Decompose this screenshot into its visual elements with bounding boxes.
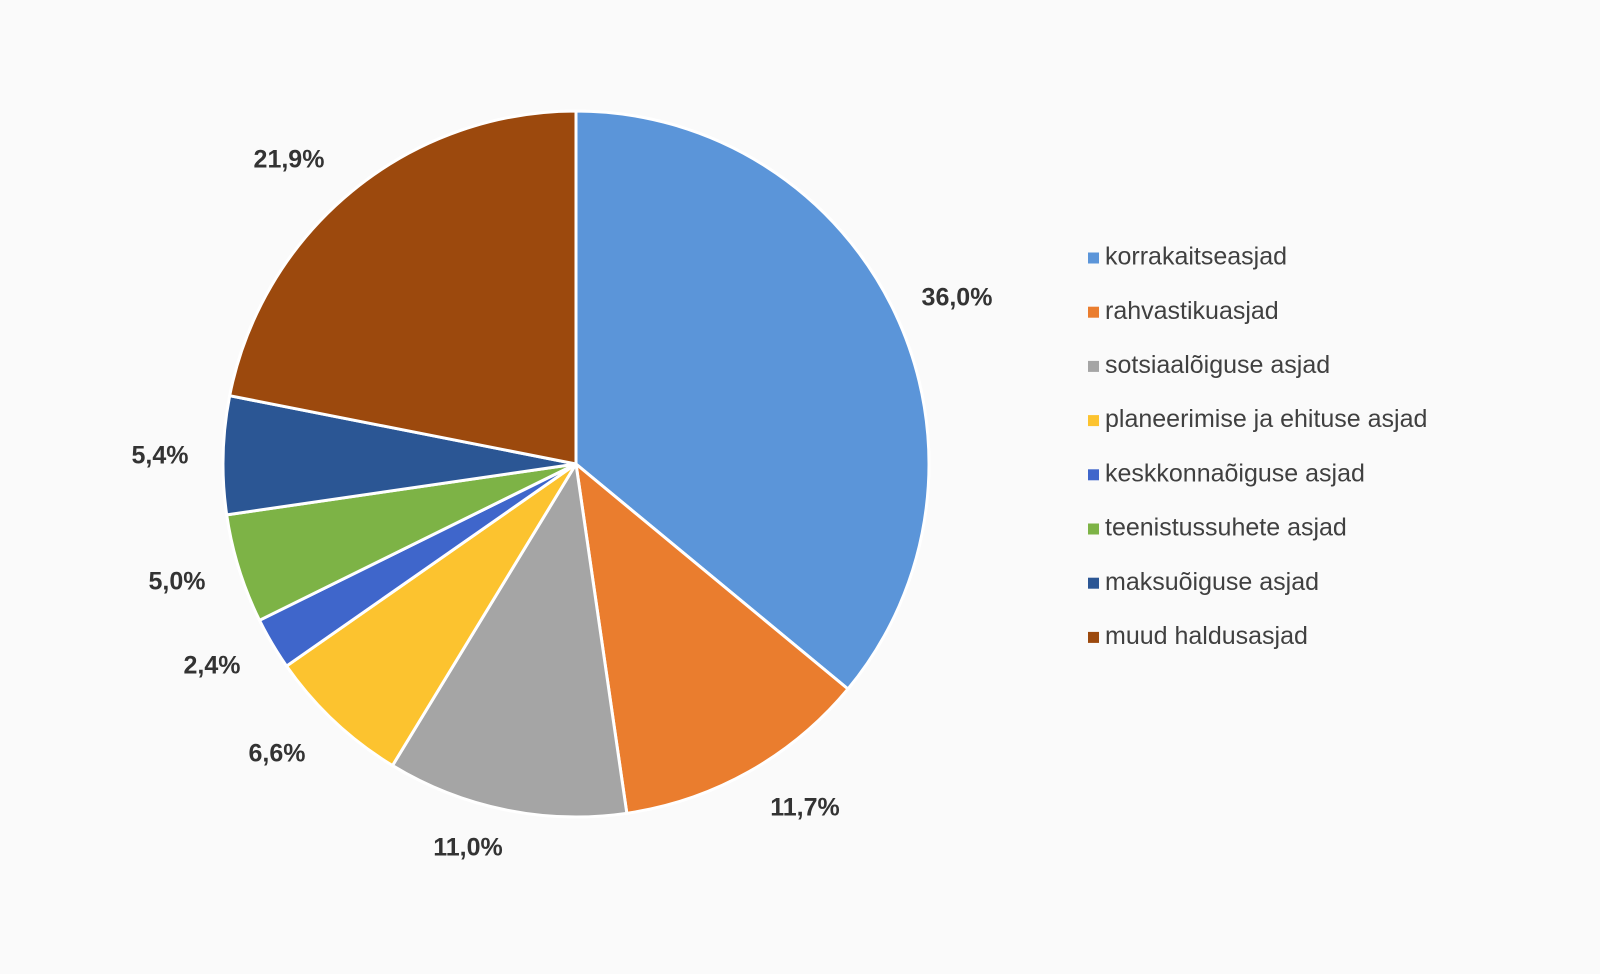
legend-swatch-4: [1088, 415, 1099, 427]
data-label-8: 21,9%: [254, 146, 325, 174]
data-labels: 36,0% 11,7% 11,0% 6,6% 2,4% 5,0% 5,4% 21,9%: [132, 146, 993, 862]
legend-label-4: planeerimise ja ehituse asjad: [1105, 405, 1427, 433]
legend-swatch-5: [1088, 469, 1099, 481]
legend-label-2: rahvastikuasjad: [1105, 297, 1279, 325]
data-label-1: 36,0%: [922, 284, 993, 312]
data-label-6: 5,0%: [149, 568, 206, 596]
legend-label-7: maksuõiguse asjad: [1105, 568, 1319, 596]
legend-label-6: teenistussuhete asjad: [1105, 514, 1347, 542]
data-label-7: 5,4%: [132, 442, 189, 470]
legend-swatch-8: [1088, 631, 1099, 643]
data-label-4: 6,6%: [249, 740, 306, 768]
data-label-5: 2,4%: [184, 652, 241, 680]
pie-slice-3: [391, 462, 629, 819]
legend-label-1: korrakaitseasjad: [1105, 243, 1287, 271]
data-label-2: 11,7%: [770, 794, 840, 822]
pie-slice-1: [574, 109, 931, 691]
data-label-3: 11,0%: [433, 834, 503, 862]
legend-swatch-1: [1088, 252, 1099, 264]
pie-slice-8: [228, 109, 578, 466]
legend-swatch-3: [1088, 360, 1099, 372]
pie-slice-2: [574, 462, 850, 815]
pie-slices: [221, 109, 931, 819]
pie-slice-4: [285, 462, 578, 768]
legend: korrakaitseasjad rahvastikuasjad sotsiaalõ…: [1088, 243, 1427, 650]
legend-swatch-2: [1088, 306, 1099, 318]
legend-label-3: sotsiaalõiguse asjad: [1105, 351, 1330, 379]
legend-label-5: keskkonnaõiguse asjad: [1105, 459, 1365, 487]
legend-swatch-7: [1088, 577, 1099, 589]
legend-label-8: muud haldusasjad: [1105, 622, 1308, 650]
legend-swatch-6: [1088, 523, 1099, 535]
